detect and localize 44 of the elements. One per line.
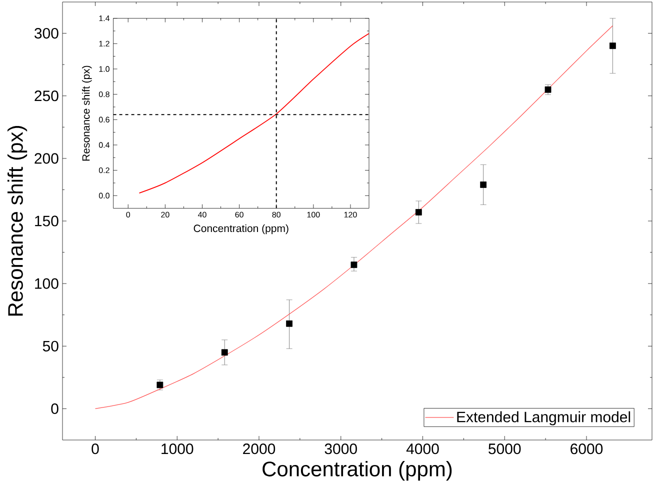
y-tick-label: 1.2 bbox=[99, 40, 110, 46]
y-tick-label: 1.4 bbox=[99, 16, 110, 22]
x-axis-title: Concentration (ppm) bbox=[262, 461, 452, 481]
point bbox=[156, 382, 164, 388]
y-tick-label: 50 bbox=[42, 340, 58, 352]
y-tick-label: 0.2 bbox=[98, 167, 110, 174]
y-tick-label: 0.8 bbox=[98, 91, 110, 98]
x-tick-label: 120 bbox=[344, 212, 357, 218]
x-tick-label: 0 bbox=[126, 212, 130, 218]
point bbox=[221, 349, 228, 356]
y-tick-label: 0 bbox=[51, 403, 58, 414]
x-tick-label: 4000 bbox=[406, 444, 439, 454]
x-tick-label: 100 bbox=[307, 212, 320, 218]
point bbox=[286, 320, 292, 327]
x-tick-label: 5000 bbox=[488, 444, 521, 454]
x-tick-label: 1000 bbox=[162, 444, 194, 454]
y-tick-label: 100 bbox=[35, 278, 58, 289]
x-tick-label: 0 bbox=[92, 444, 99, 454]
y-tick-label: 0.0 bbox=[98, 192, 110, 198]
x-tick-label: 60 bbox=[235, 212, 244, 218]
y-tick-label: 0.6 bbox=[98, 116, 110, 122]
y-tick-label: 0.4 bbox=[98, 142, 110, 148]
legend-label: Extended Langmuir model bbox=[457, 411, 630, 426]
y-axis-title: Resonance shift (px) bbox=[8, 126, 28, 316]
y-axis-title: Resonance shift (px) bbox=[82, 66, 92, 161]
x-tick-label: 40 bbox=[198, 212, 206, 218]
point bbox=[544, 86, 552, 93]
line-series bbox=[94, 25, 613, 410]
y-tick-label: 1.0 bbox=[99, 66, 110, 72]
y-tick-label: 250 bbox=[34, 90, 58, 102]
x-tick-label: 3000 bbox=[324, 444, 357, 454]
x-tick-label: 20 bbox=[161, 212, 170, 218]
point bbox=[415, 209, 422, 216]
x-axis-title: Concentration (ppm) bbox=[194, 224, 288, 234]
y-tick-label: 150 bbox=[35, 216, 58, 226]
x-tick-label: 6000 bbox=[570, 444, 603, 454]
point bbox=[350, 262, 358, 268]
line-series bbox=[138, 33, 370, 194]
x-tick-label: 2000 bbox=[243, 444, 276, 454]
point bbox=[610, 42, 616, 49]
point bbox=[480, 182, 487, 188]
x-tick-label: 80 bbox=[272, 212, 280, 218]
y-tick-label: 300 bbox=[34, 28, 58, 39]
y-tick-label: 200 bbox=[34, 153, 58, 164]
